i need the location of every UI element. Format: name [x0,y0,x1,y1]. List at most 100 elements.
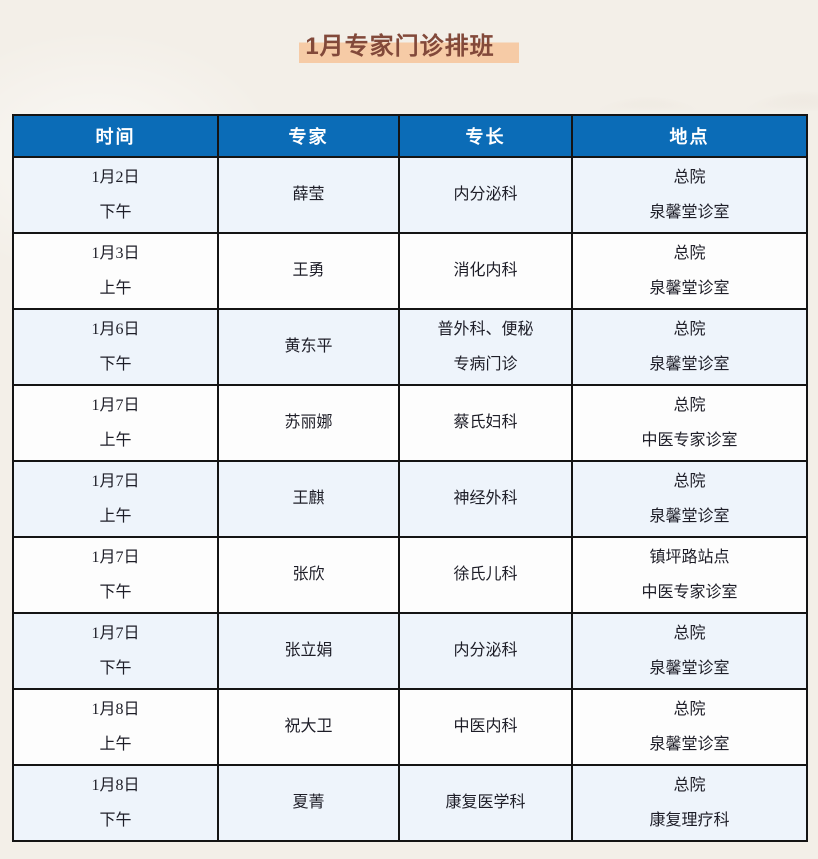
cell-line: 1月8日 [91,777,140,795]
table-row: 1月8日上午 祝大卫 中医内科 总院泉馨堂诊室 [12,688,808,766]
title-container: 1月专家门诊排班 [0,24,818,64]
cell-line: 专病门诊 [453,355,518,373]
cell-line: 下午 [99,203,132,221]
table-header-row: 时间 专家 专长 地点 [12,114,808,158]
specialty-cell: 徐氏儿科 [398,536,573,614]
time-cell: 1月7日 上午 [12,384,219,462]
location-cell: 总院 泉馨堂诊室 [571,688,808,766]
cell-line: 泉馨堂诊室 [649,507,730,525]
location-cell: 总院 泉馨堂诊室 [571,232,808,310]
cell-line: 薛莹 [292,186,325,204]
cell-line: 上午 [99,279,132,297]
cell-line: 黄东平 [284,338,333,356]
cell-line: 普外科、便秘 [437,321,534,339]
expert-cell: 张立娟 [217,612,400,690]
cell-line: 总院 [673,321,706,339]
cell-line: 中医专家诊室 [641,583,738,601]
cell-line: 消化内科 [453,262,518,280]
cell-line: 下午 [99,811,132,829]
table-row: 1月7日上午 王麒 神经外科 总院泉馨堂诊室 [12,460,808,538]
cell-line: 1月3日 [91,245,140,263]
specialty-cell: 蔡氏妇科 [398,384,573,462]
cell-line: 1月7日 [91,549,140,567]
time-cell: 1月7日 下午 [12,612,219,690]
mountain-decoration [498,0,818,112]
location-cell: 总院 泉馨堂诊室 [571,156,808,234]
cell-line: 夏菁 [292,794,325,812]
time-cell: 1月2日 下午 [12,156,219,234]
location-cell: 总院 泉馨堂诊室 [571,308,808,386]
column-header-time: 时间 [12,114,219,158]
cell-line: 镇坪路站点 [649,549,730,567]
expert-cell: 王勇 [217,232,400,310]
cell-line: 内分泌科 [453,642,518,660]
expert-cell: 祝大卫 [217,688,400,766]
cell-line: 总院 [673,397,706,415]
cell-line: 上午 [99,735,132,753]
specialty-cell: 中医内科 [398,688,573,766]
cell-line: 总院 [673,169,706,187]
table-row: 1月8日 下午 夏菁 康复医学科 总院 康复理疗科 [12,764,808,842]
cell-line: 王麒 [292,490,325,508]
specialty-cell: 内分泌科 [398,612,573,690]
time-cell: 1月7日下午 [12,536,219,614]
column-header-expert: 专家 [217,114,400,158]
cell-line: 1月7日 [91,473,140,491]
table-body: 1月2日 下午 薛莹 内分泌科 总院 泉馨堂诊室 1月3日 上午 王勇 消化内科 总院… [12,156,808,842]
expert-cell: 薛莹 [217,156,400,234]
cell-line: 总院 [673,245,706,263]
cell-line: 1月7日 [91,397,140,415]
cell-line: 总院 [673,625,706,643]
table-row: 1月6日下午 黄东平 普外科、便秘 专病门诊 总院泉馨堂诊室 [12,308,808,386]
table-row: 1月7日 上午 苏丽娜 蔡氏妇科 总院 中医专家诊室 [12,384,808,462]
location-cell: 总院 泉馨堂诊室 [571,612,808,690]
cell-line: 苏丽娜 [284,414,333,432]
expert-cell: 夏菁 [217,764,400,842]
column-header-location: 地点 [571,114,808,158]
cell-line: 泉馨堂诊室 [649,659,730,677]
cell-line: 总院 [673,701,706,719]
page-title: 1月专家门诊排班 [299,24,519,64]
table-row: 1月3日上午 王勇 消化内科 总院泉馨堂诊室 [12,232,808,310]
cell-line: 泉馨堂诊室 [649,355,730,373]
cell-line: 王勇 [292,262,325,280]
column-header-specialty: 专长 [398,114,573,158]
table-row: 1月7日下午 张欣 徐氏儿科 镇坪路站点中医专家诊室 [12,536,808,614]
cell-line: 内分泌科 [453,186,518,204]
cell-line: 上午 [99,507,132,525]
cell-line: 张欣 [292,566,325,584]
cell-line: 神经外科 [453,490,518,508]
cell-line: 徐氏儿科 [453,566,518,584]
location-cell: 总院 中医专家诊室 [571,384,808,462]
cell-line: 总院 [673,777,706,795]
location-cell: 镇坪路站点中医专家诊室 [571,536,808,614]
cell-line: 1月7日 [91,625,140,643]
cell-line: 康复医学科 [445,794,526,812]
cell-line: 1月6日 [91,321,140,339]
time-cell: 1月7日上午 [12,460,219,538]
expert-cell: 黄东平 [217,308,400,386]
time-cell: 1月6日下午 [12,308,219,386]
cell-line: 中医内科 [453,718,518,736]
specialty-cell: 康复医学科 [398,764,573,842]
cell-line: 泉馨堂诊室 [649,735,730,753]
specialty-cell: 神经外科 [398,460,573,538]
expert-cell: 张欣 [217,536,400,614]
cell-line: 张立娟 [284,642,333,660]
cell-line: 下午 [99,583,132,601]
table-row: 1月7日 下午 张立娟 内分泌科 总院泉馨堂诊室 [12,612,808,690]
time-cell: 1月8日下午 [12,764,219,842]
specialty-cell: 普外科、便秘 专病门诊 [398,308,573,386]
cell-line: 泉馨堂诊室 [649,279,730,297]
cell-line: 1月8日 [91,701,140,719]
cell-line: 下午 [99,355,132,373]
table-row: 1月2日 下午 薛莹 内分泌科 总院泉馨堂诊室 [12,156,808,234]
expert-cell: 王麒 [217,460,400,538]
specialty-cell: 内分泌科 [398,156,573,234]
cell-line: 泉馨堂诊室 [649,203,730,221]
specialty-cell: 消化内科 [398,232,573,310]
cell-line: 总院 [673,473,706,491]
time-cell: 1月3日上午 [12,232,219,310]
cell-line: 蔡氏妇科 [453,414,518,432]
